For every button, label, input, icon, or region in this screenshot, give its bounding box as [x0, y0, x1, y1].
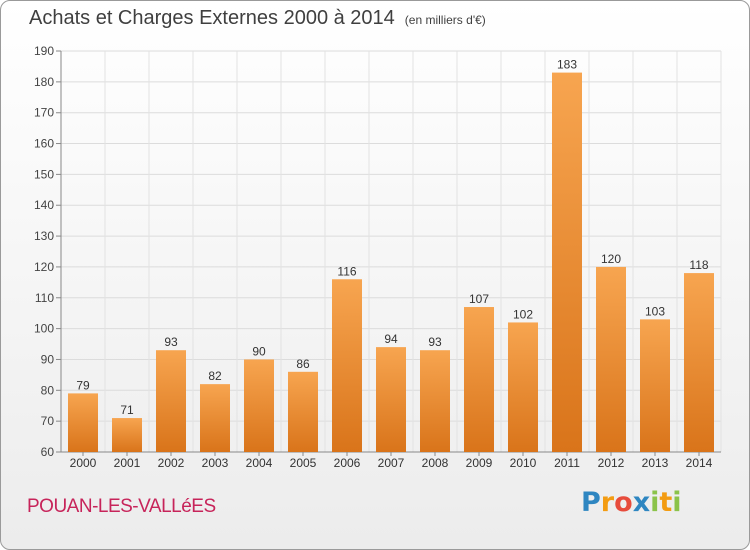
y-tick-label: 80 [41, 383, 55, 397]
bar-2014 [684, 273, 714, 452]
bar-2008 [420, 350, 450, 452]
bar-value-label: 102 [513, 307, 533, 321]
y-tick-label: 130 [34, 229, 54, 243]
bar-value-label: 79 [76, 378, 90, 392]
logo-letter: o [614, 487, 633, 518]
labels: 60 70 80 90 100 110 120 130 140 150 160 170 180 190 79… [34, 44, 713, 470]
y-tick-label: 150 [34, 167, 54, 181]
x-tick-label: 2009 [466, 456, 493, 470]
bar-value-label: 118 [689, 258, 708, 272]
bar-value-label: 71 [120, 403, 134, 417]
y-tick-label: 170 [34, 106, 54, 120]
x-tick-label: 2005 [290, 456, 317, 470]
logo-letter: i [672, 487, 682, 518]
y-tick-label: 70 [41, 414, 55, 428]
x-tick-label: 2012 [598, 456, 625, 470]
x-tick-label: 2014 [686, 456, 713, 470]
y-tick-label: 140 [34, 198, 54, 212]
bar-2001 [112, 418, 142, 452]
bar-2006 [332, 279, 362, 452]
bar-2007 [376, 347, 406, 452]
logo-letter: P [581, 487, 601, 518]
y-tick-label: 120 [34, 260, 54, 274]
bar-value-label: 116 [337, 264, 356, 278]
bar-value-label: 86 [296, 357, 310, 371]
y-tick-label: 160 [34, 137, 54, 151]
bar-value-label: 103 [645, 304, 665, 318]
bar-value-label: 93 [164, 335, 178, 349]
x-tick-label: 2000 [70, 456, 97, 470]
bar-2012 [596, 266, 626, 452]
bar-value-label: 90 [252, 344, 266, 358]
x-tick-label: 2006 [334, 456, 361, 470]
bar-2004 [244, 359, 274, 452]
bar-2013 [640, 319, 670, 452]
bar-2010 [508, 322, 538, 452]
bar-value-label: 107 [469, 292, 489, 306]
x-tick-label: 2001 [114, 456, 141, 470]
bars [68, 72, 714, 452]
y-tick-label: 100 [34, 322, 54, 336]
y-tick-label: 60 [41, 445, 55, 459]
bar-2011 [552, 72, 582, 452]
y-tick-label: 110 [35, 291, 54, 305]
chart-title: Achats et Charges Externes 2000 à 2014 (e… [29, 7, 486, 30]
bar-value-label: 120 [601, 252, 621, 266]
bar-2005 [288, 371, 318, 452]
y-tick-label: 180 [34, 75, 54, 89]
bar-2009 [464, 307, 494, 452]
logo-letter: i [650, 487, 660, 518]
x-tick-label: 2011 [554, 456, 580, 470]
x-tick-label: 2007 [378, 456, 405, 470]
x-tick-label: 2008 [422, 456, 449, 470]
bar-value-label: 82 [208, 369, 222, 383]
bar-value-label: 183 [557, 58, 577, 72]
logo-letter: x [632, 487, 651, 518]
logo-letter: t [659, 487, 673, 518]
chart-subtitle: (en milliers d'€) [404, 13, 486, 27]
x-tick-label: 2004 [246, 456, 273, 470]
y-tick-label: 190 [34, 44, 54, 58]
chart-title-text: Achats et Charges Externes 2000 à 2014 [29, 7, 395, 29]
x-tick-label: 2003 [202, 456, 229, 470]
x-tick-label: 2010 [510, 456, 537, 470]
bar-2000 [68, 393, 98, 452]
y-tick-label: 90 [41, 352, 55, 366]
logo-letter: r [600, 487, 615, 518]
x-tick-label: 2002 [158, 456, 185, 470]
bar-value-label: 94 [384, 332, 398, 346]
bar-2002 [156, 350, 186, 452]
proxiti-logo: Proxiti [581, 487, 682, 518]
commune-name: POUAN-LES-VALLéES [27, 496, 216, 517]
x-tick-label: 2013 [642, 456, 669, 470]
bar-value-label: 93 [428, 335, 442, 349]
bar-2003 [200, 384, 230, 452]
